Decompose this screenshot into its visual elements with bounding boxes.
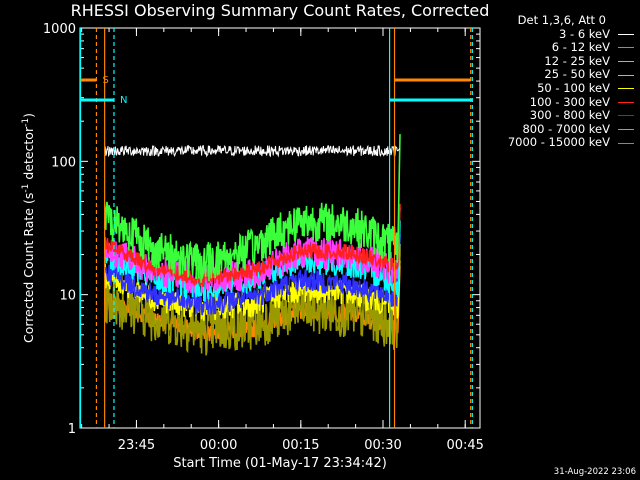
y-axis-label: Corrected Count Rate (s-1 detector-1) <box>21 113 36 343</box>
tick-labels: 1 10 100 1000 23:45 00:00 00:15 00:30 00:45 <box>43 22 484 453</box>
legend-swatch <box>618 101 634 103</box>
flag-label: S <box>102 75 108 86</box>
timestamp: 31-Aug-2022 23:06 <box>553 467 636 477</box>
legend-label: 800 - 7000 keV <box>522 121 610 136</box>
legend: Det 1,3,6, Att 0 3 - 6 keV 6 - 12 keV 12 -… <box>474 13 634 150</box>
x-axis-label: Start Time (01-May-17 23:34:42) <box>173 456 387 471</box>
x-tick-label: 00:00 <box>200 438 237 453</box>
legend-swatch <box>618 47 634 49</box>
legend-swatch <box>618 74 634 76</box>
legend-swatch <box>618 129 634 131</box>
series-line <box>104 144 401 158</box>
legend-item: 3 - 6 keV <box>474 26 634 42</box>
legend-swatch <box>618 33 634 35</box>
series-line <box>103 134 401 283</box>
legend-item: 50 - 100 keV <box>474 80 634 96</box>
legend-label: 6 - 12 keV <box>551 40 610 55</box>
legend-label: 100 - 300 keV <box>529 94 610 109</box>
flag-label: N <box>120 95 127 106</box>
legend-label: 300 - 800 keV <box>529 108 610 123</box>
x-tick-label: 00:45 <box>446 438 483 453</box>
legend-swatch <box>618 115 634 117</box>
x-tick-label: 00:30 <box>364 438 401 453</box>
series-line <box>103 203 401 287</box>
legend-label: 12 - 25 keV <box>544 53 610 68</box>
y-tick-label: 10 <box>59 289 76 304</box>
legend-swatch <box>618 88 634 90</box>
legend-item: 25 - 50 keV <box>474 68 634 82</box>
legend-label: 3 - 6 keV <box>559 26 610 41</box>
legend-label: 25 - 50 keV <box>544 67 610 82</box>
legend-item: 6 - 12 keV <box>474 41 634 55</box>
legend-item: 800 - 7000 keV <box>474 121 634 137</box>
y-tick-label: 1000 <box>43 22 76 37</box>
legend-swatch <box>618 61 634 63</box>
time-markers: SN <box>79 28 473 428</box>
x-tick-label: 23:45 <box>118 438 155 453</box>
x-tick-label: 00:15 <box>282 438 319 453</box>
legend-swatch <box>618 142 634 144</box>
legend-item: 7000 - 15000 keV <box>474 136 634 150</box>
legend-label: 50 - 100 keV <box>537 80 610 95</box>
legend-label: 7000 - 15000 keV <box>507 135 610 150</box>
y-tick-label: 1 <box>68 422 76 437</box>
legend-title: Det 1,3,6, Att 0 <box>517 13 606 27</box>
y-tick-label: 100 <box>51 155 76 170</box>
legend-item: 12 - 25 keV <box>474 53 634 69</box>
series-lines <box>103 134 401 356</box>
series-line <box>103 233 401 316</box>
legend-item: 100 - 300 keV <box>474 94 634 110</box>
chart-title: RHESSI Observing Summary Count Rates, Co… <box>70 1 490 20</box>
legend-item: 300 - 800 keV <box>474 109 634 123</box>
